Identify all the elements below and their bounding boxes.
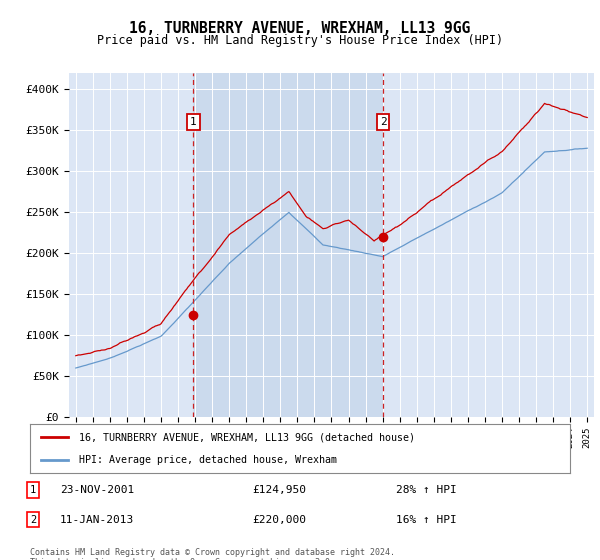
Text: 16, TURNBERRY AVENUE, WREXHAM, LL13 9GG (detached house): 16, TURNBERRY AVENUE, WREXHAM, LL13 9GG … — [79, 432, 415, 442]
Text: 1: 1 — [190, 117, 197, 127]
Text: £220,000: £220,000 — [252, 515, 306, 525]
Text: 11-JAN-2013: 11-JAN-2013 — [60, 515, 134, 525]
Text: 23-NOV-2001: 23-NOV-2001 — [60, 485, 134, 495]
Text: 28% ↑ HPI: 28% ↑ HPI — [396, 485, 457, 495]
Text: HPI: Average price, detached house, Wrexham: HPI: Average price, detached house, Wrex… — [79, 455, 337, 465]
Text: Contains HM Land Registry data © Crown copyright and database right 2024.
This d: Contains HM Land Registry data © Crown c… — [30, 548, 395, 560]
Text: 2: 2 — [380, 117, 386, 127]
Bar — [193, 73, 383, 417]
Text: 1: 1 — [30, 485, 36, 495]
Text: £124,950: £124,950 — [252, 485, 306, 495]
Text: 2: 2 — [30, 515, 36, 525]
Text: 16% ↑ HPI: 16% ↑ HPI — [396, 515, 457, 525]
Text: Price paid vs. HM Land Registry's House Price Index (HPI): Price paid vs. HM Land Registry's House … — [97, 34, 503, 46]
Text: 16, TURNBERRY AVENUE, WREXHAM, LL13 9GG: 16, TURNBERRY AVENUE, WREXHAM, LL13 9GG — [130, 21, 470, 36]
